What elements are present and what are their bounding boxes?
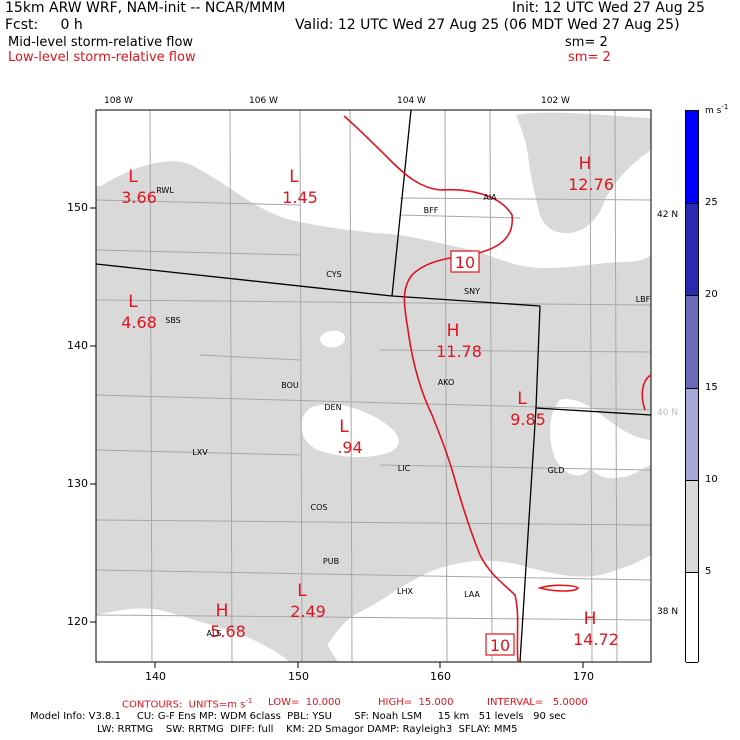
colorbar-level-label: 5 xyxy=(705,566,712,577)
lon-label-104w: 104 W xyxy=(397,96,426,106)
city-label-gld: GLD xyxy=(548,466,565,475)
x-tick-140: 140 xyxy=(145,670,166,683)
extremum-kind: L xyxy=(339,417,349,437)
extremum-value: 11.78 xyxy=(436,342,482,361)
y-tick-150: 150 xyxy=(67,201,88,214)
svg-text:10: 10 xyxy=(490,636,510,655)
lat-label-42n: 42 N xyxy=(657,210,679,220)
contour-label: 10 xyxy=(485,633,515,656)
colorbar-segment xyxy=(686,389,698,481)
colorbar-level-label: 15 xyxy=(705,382,718,393)
colorbar-level-label: 25 xyxy=(705,197,718,208)
extremum-value: 5.68 xyxy=(210,622,246,641)
field2-title: Low-level storm-relative flow xyxy=(8,50,196,65)
extremum-kind: L xyxy=(128,292,138,312)
city-label-laa: LAA xyxy=(464,590,480,599)
lat-label-38n: 38 N xyxy=(657,607,679,617)
extremum-l: L4.68 xyxy=(121,292,157,332)
colorbar-level-label: 10 xyxy=(705,474,718,485)
city-label-aia: AIA xyxy=(483,193,497,202)
contour-low: LOW= 10.000 xyxy=(268,697,341,708)
lon-label-102w: 102 W xyxy=(541,96,570,106)
city-label-lbf: LBF xyxy=(636,295,651,304)
contour-interval: INTERVAL= 5.0000 xyxy=(487,697,588,708)
map-panel xyxy=(95,109,652,663)
extremum-h: H12.76 xyxy=(568,154,614,194)
x-tick-150: 150 xyxy=(288,670,309,683)
extremum-value: 14.72 xyxy=(573,630,619,649)
extremum-h: H11.78 xyxy=(436,321,482,361)
contour-label: 10 xyxy=(450,250,480,273)
city-label-rwl: RWL xyxy=(156,186,174,195)
extremum-l: L2.49 xyxy=(290,581,326,621)
contour-high: HIGH= 15.000 xyxy=(378,697,454,708)
contour-units: CONTOURS: UNITS=m s-1 xyxy=(122,697,253,711)
city-label-ako: AKO xyxy=(438,378,455,387)
extremum-value: 12.76 xyxy=(568,175,614,194)
extremum-value: .94 xyxy=(337,438,362,457)
lon-label-108w: 108 W xyxy=(104,96,133,106)
extremum-l: L.94 xyxy=(337,417,362,457)
extremum-h: H5.68 xyxy=(210,601,246,641)
city-label-den: DEN xyxy=(324,403,341,412)
extremum-kind: L xyxy=(297,581,307,601)
extremum-kind: H xyxy=(584,609,597,629)
x-tick-170: 170 xyxy=(573,670,594,683)
field1-title: Mid-level storm-relative flow xyxy=(8,35,194,50)
lat-label-40n: 40 N xyxy=(657,408,679,418)
colorbar-unit: m s-1 xyxy=(705,103,729,116)
colorbar-segment xyxy=(686,481,698,573)
extremum-kind: H xyxy=(579,154,592,174)
city-label-sbs: SBS xyxy=(165,316,181,325)
city-label-lxv: LXV xyxy=(192,448,208,457)
svg-text:10: 10 xyxy=(455,253,475,272)
extremum-kind: L xyxy=(289,167,299,187)
city-label-sny: SNY xyxy=(464,287,480,296)
valid-time: Valid: 12 UTC Wed 27 Aug 25 (06 MDT Wed … xyxy=(295,17,680,33)
colorbar-level-label: 20 xyxy=(705,289,718,300)
model-title: 15km ARW WRF, NAM-init -- NCAR/MMM xyxy=(5,0,286,16)
model-info-line2: LW: RRTMG SW: RRTMG DIFF: full KM: 2D Sm… xyxy=(97,724,518,735)
field1-smoothing: sm= 2 xyxy=(565,35,608,50)
extremum-l: L9.85 xyxy=(510,389,546,429)
city-label-lhx: LHX xyxy=(397,587,413,596)
colorbar-segment xyxy=(686,573,698,663)
model-info-line1: Model Info: V3.8.1 CU: G-F Ens MP: WDM 6… xyxy=(30,711,566,722)
extremum-value: 4.68 xyxy=(121,313,157,332)
y-tick-130: 130 xyxy=(67,477,88,490)
colorbar xyxy=(685,110,699,663)
colorbar-segment xyxy=(686,296,698,389)
extremum-kind: H xyxy=(447,321,460,341)
city-label-cys: CYS xyxy=(326,270,341,279)
x-tick-160: 160 xyxy=(430,670,451,683)
init-time: Init: 12 UTC Wed 27 Aug 25 xyxy=(512,0,705,16)
y-tick-120: 120 xyxy=(67,615,88,628)
field2-smoothing: sm= 2 xyxy=(568,50,611,65)
extremum-kind: L xyxy=(128,167,138,187)
city-label-lic: LIC xyxy=(398,464,411,473)
extremum-kind: H xyxy=(216,601,229,621)
colorbar-segment xyxy=(686,111,698,204)
extremum-value: 2.49 xyxy=(290,602,326,621)
city-label-bff: BFF xyxy=(424,206,439,215)
extremum-value: 1.45 xyxy=(282,188,318,207)
city-label-cos: COS xyxy=(311,503,328,512)
city-label-bou: BOU xyxy=(281,381,299,390)
extremum-value: 9.85 xyxy=(510,410,546,429)
extremum-kind: L xyxy=(517,389,527,409)
city-label-pub: PUB xyxy=(323,557,339,566)
extremum-l: L3.66 xyxy=(121,167,157,207)
city-label-als: ALS xyxy=(206,629,221,638)
colorbar-segment xyxy=(686,204,698,296)
extremum-h: H14.72 xyxy=(573,609,619,649)
y-tick-140: 140 xyxy=(67,339,88,352)
extremum-value: 3.66 xyxy=(121,188,157,207)
lon-label-106w: 106 W xyxy=(249,96,278,106)
extremum-l: L1.45 xyxy=(282,167,318,207)
forecast-hour: Fcst: 0 h xyxy=(5,17,83,33)
